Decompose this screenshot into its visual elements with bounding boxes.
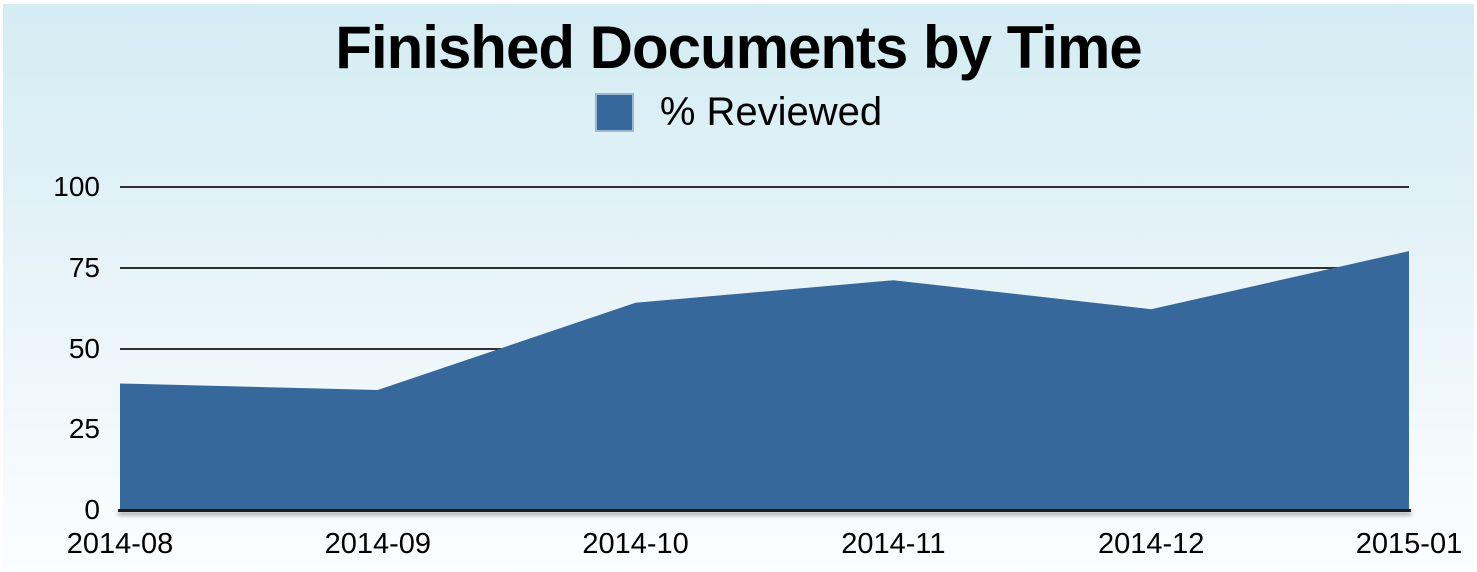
y-axis-tick-label: 50 — [68, 332, 100, 364]
legend-swatch — [594, 92, 634, 132]
y-axis-tick-label: 25 — [68, 413, 100, 445]
gridline-100 — [120, 186, 1409, 188]
legend: % Reviewed — [0, 92, 1477, 132]
area-series-shape — [120, 251, 1409, 510]
legend-label: % Reviewed — [659, 90, 883, 134]
y-axis-tick-label: 75 — [68, 251, 100, 283]
x-axis-tick-label: 2014-11 — [841, 528, 946, 560]
x-axis-tick-label: 2014-12 — [1097, 528, 1205, 560]
x-axis-tick-label: 2014-10 — [582, 528, 689, 560]
area-series — [120, 251, 1409, 510]
y-axis-tick-label: 0 — [84, 494, 100, 525]
x-axis-tick-label: 2014-08 — [66, 528, 174, 560]
gridline-75 — [120, 266, 1409, 269]
x-axis-tick-label: 2014-09 — [324, 528, 432, 560]
y-axis-tick-label: 100 — [53, 171, 100, 202]
x-axis-baseline — [118, 509, 1411, 512]
chart-title: Finished Documents by Time — [335, 14, 1142, 81]
x-axis-tick-label: 2015-01 — [1355, 528, 1463, 560]
